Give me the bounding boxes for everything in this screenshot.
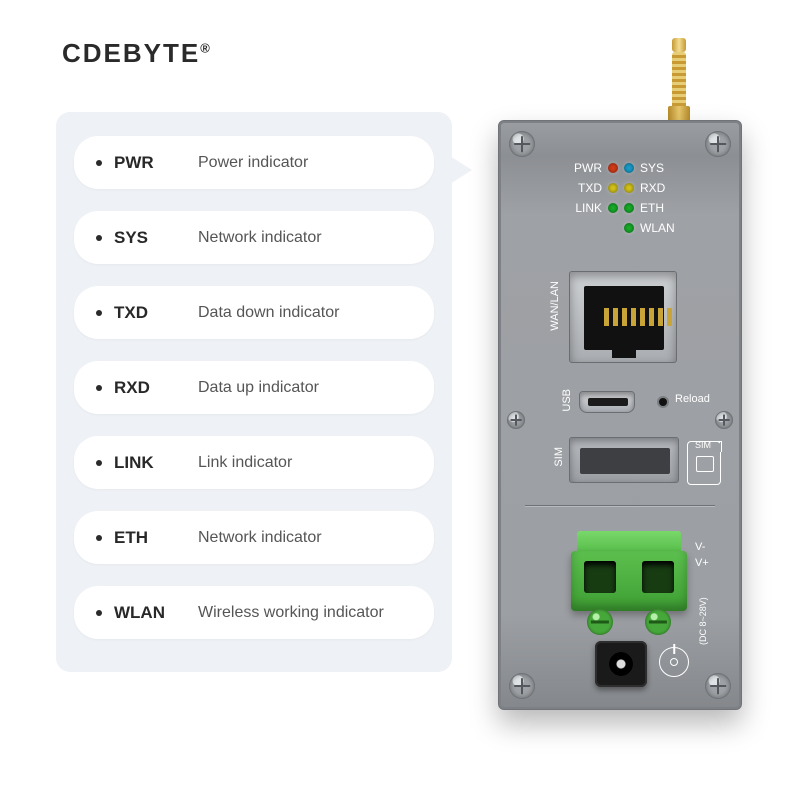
v-minus-label: V- xyxy=(695,539,711,555)
brand-logo: CDEBYTE® xyxy=(62,38,212,69)
wan-lan-label: WAN/LAN xyxy=(549,281,561,331)
led-row: LINK ETH xyxy=(543,201,699,215)
brand-reg: ® xyxy=(200,40,212,55)
bullet-icon xyxy=(96,535,102,541)
desc: Data up indicator xyxy=(198,379,319,397)
led-wlan xyxy=(624,223,634,233)
led-label-wlan: WLAN xyxy=(640,221,680,235)
screw-icon xyxy=(507,411,525,429)
desc: Network indicator xyxy=(198,529,322,547)
bullet-icon xyxy=(96,235,102,241)
led-label-eth: ETH xyxy=(640,201,680,215)
led-row: PWR SYS xyxy=(543,161,699,175)
bullet-icon xyxy=(96,385,102,391)
sim-outline-icon: SIM xyxy=(687,441,721,485)
abbr: SYS xyxy=(114,228,198,248)
sim-slot-icon xyxy=(569,437,679,483)
usb-port-icon xyxy=(579,391,635,413)
screw-icon xyxy=(509,131,535,157)
screw-icon xyxy=(509,673,535,699)
info-row-rxd: RXD Data up indicator xyxy=(74,361,434,414)
reload-label: Reload xyxy=(675,393,710,405)
terminal-block-icon xyxy=(571,531,687,627)
screw-icon xyxy=(705,673,731,699)
led-link xyxy=(608,203,618,213)
bullet-icon xyxy=(96,460,102,466)
info-row-sys: SYS Network indicator xyxy=(74,211,434,264)
abbr: LINK xyxy=(114,453,198,473)
led-row: TXD RXD xyxy=(543,181,699,195)
desc: Data down indicator xyxy=(198,304,339,322)
info-row-txd: TXD Data down indicator xyxy=(74,286,434,339)
callout-pointer xyxy=(450,156,472,184)
sim-icon-label: SIM xyxy=(695,440,711,450)
info-row-eth: ETH Network indicator xyxy=(74,511,434,564)
led-label-pwr: PWR xyxy=(562,161,602,175)
abbr: PWR xyxy=(114,153,198,173)
abbr: TXD xyxy=(114,303,198,323)
device-case: PWR SYS TXD RXD LINK ETH WLAN xyxy=(498,120,742,710)
led-eth xyxy=(624,203,634,213)
device: PWR SYS TXD RXD LINK ETH WLAN xyxy=(498,92,742,726)
info-panel: PWR Power indicator SYS Network indicato… xyxy=(74,136,434,639)
led-block: PWR SYS TXD RXD LINK ETH WLAN xyxy=(543,161,699,241)
v-plus-label: V+ xyxy=(695,555,711,571)
reload-hole-icon xyxy=(659,398,667,406)
desc: Link indicator xyxy=(198,454,292,472)
led-txd xyxy=(608,183,618,193)
ethernet-port-icon xyxy=(569,271,677,363)
led-pwr xyxy=(608,163,618,173)
dc-range-label: (DC 8~28V) xyxy=(695,575,711,645)
desc: Wireless working indicator xyxy=(198,604,384,622)
abbr: RXD xyxy=(114,378,198,398)
info-row-link: LINK Link indicator xyxy=(74,436,434,489)
info-row-wlan: WLAN Wireless working indicator xyxy=(74,586,434,639)
usb-label: USB xyxy=(561,389,573,412)
bullet-icon xyxy=(96,610,102,616)
desc: Network indicator xyxy=(198,229,322,247)
dc-jack-icon xyxy=(595,641,647,687)
antenna-icon xyxy=(668,38,690,124)
led-sys xyxy=(624,163,634,173)
bullet-icon xyxy=(96,160,102,166)
led-label-link: LINK xyxy=(562,201,602,215)
desc: Power indicator xyxy=(198,154,308,172)
screw-icon xyxy=(705,131,731,157)
led-rxd xyxy=(624,183,634,193)
screw-icon xyxy=(715,411,733,429)
divider xyxy=(525,505,715,506)
abbr: WLAN xyxy=(114,603,198,623)
brand-text: CDEBYTE xyxy=(62,38,200,68)
terminal-labels: V- V+ (DC 8~28V) xyxy=(695,539,711,645)
led-label-txd: TXD xyxy=(562,181,602,195)
abbr: ETH xyxy=(114,528,198,548)
bullet-icon xyxy=(96,310,102,316)
led-label-sys: SYS xyxy=(640,161,680,175)
led-label-rxd: RXD xyxy=(640,181,680,195)
info-row-pwr: PWR Power indicator xyxy=(74,136,434,189)
sim-label: SIM xyxy=(553,447,565,467)
dc-symbol-icon xyxy=(659,647,689,677)
led-row: WLAN xyxy=(543,221,699,235)
